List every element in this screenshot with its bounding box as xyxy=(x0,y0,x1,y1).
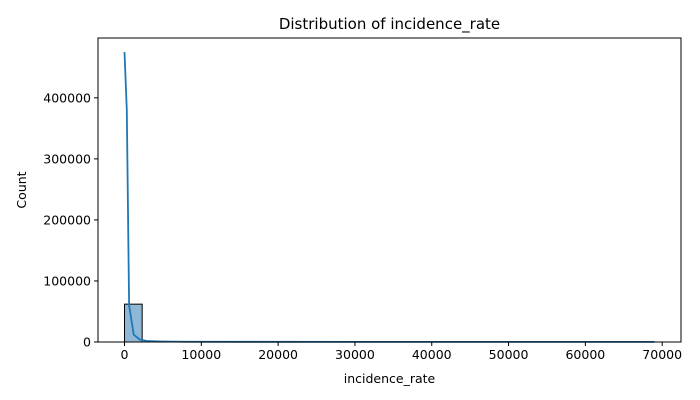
x-tick-label: 70000 xyxy=(642,347,682,362)
y-tick-label: 200000 xyxy=(43,212,91,227)
y-axis: 0 100000 200000 300000 400000 xyxy=(43,90,98,350)
y-tick-label: 100000 xyxy=(43,273,91,288)
histogram-bar xyxy=(124,303,143,343)
y-tick-label: 0 xyxy=(83,335,91,350)
plot-area xyxy=(123,52,655,343)
x-axis: 0 10000 20000 30000 40000 50000 60000 70000 xyxy=(121,342,682,362)
kde-line xyxy=(123,52,655,343)
x-tick-label: 0 xyxy=(121,347,129,362)
chart-title: Distribution of incidence_rate xyxy=(279,15,500,34)
x-tick-label: 20000 xyxy=(258,347,298,362)
y-axis-title: Count xyxy=(14,171,29,208)
x-tick-label: 60000 xyxy=(565,347,605,362)
plot-frame xyxy=(97,37,682,343)
y-tick-label: 400000 xyxy=(43,90,91,105)
x-axis-title: incidence_rate xyxy=(344,371,436,386)
x-tick-label: 50000 xyxy=(489,347,529,362)
x-tick-label: 40000 xyxy=(412,347,452,362)
x-tick-label: 30000 xyxy=(335,347,375,362)
x-tick-label: 10000 xyxy=(181,347,221,362)
y-tick-label: 300000 xyxy=(43,151,91,166)
